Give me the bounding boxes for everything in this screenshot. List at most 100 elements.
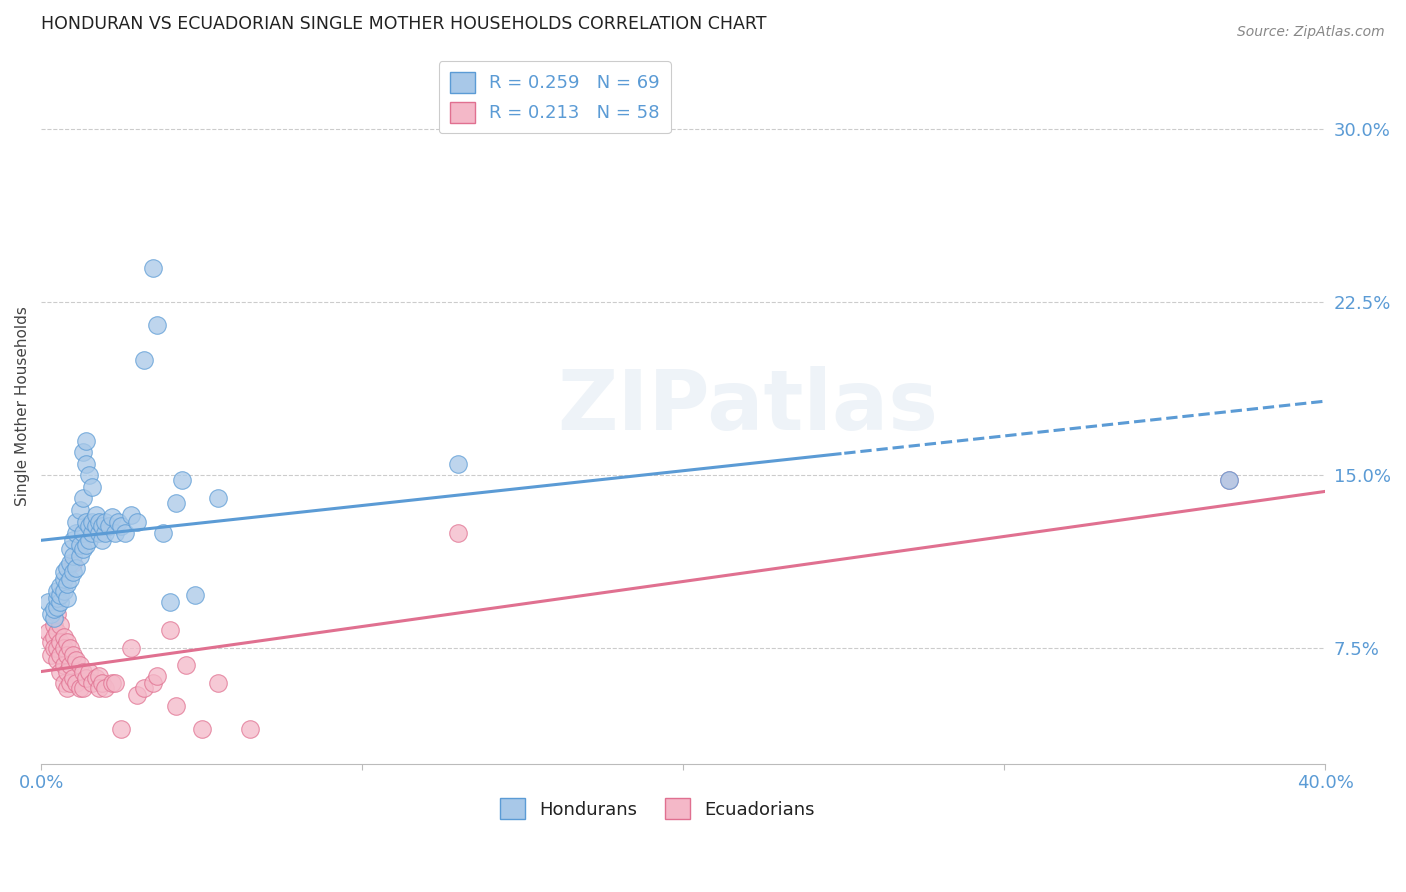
Point: [49, 648, 72, 663]
Point: [159, 623, 181, 637]
Point: [62, 566, 84, 580]
Point: [49, 665, 72, 679]
Point: [65, 560, 87, 574]
Point: [72, 491, 94, 506]
Point: [132, 681, 155, 695]
Point: [72, 681, 94, 695]
Point: [94, 515, 117, 529]
Point: [114, 526, 136, 541]
Point: [59, 676, 82, 690]
Point: [120, 508, 142, 522]
Point: [52, 676, 75, 690]
Text: ZIPatlas: ZIPatlas: [557, 366, 938, 447]
Point: [49, 579, 72, 593]
Point: [65, 515, 87, 529]
Point: [72, 526, 94, 541]
Point: [165, 699, 187, 714]
Point: [127, 515, 149, 529]
Point: [142, 676, 165, 690]
Point: [110, 519, 132, 533]
Point: [127, 688, 149, 702]
Point: [52, 641, 75, 656]
Point: [65, 653, 87, 667]
Point: [165, 496, 187, 510]
Point: [75, 672, 97, 686]
Point: [56, 648, 79, 663]
Point: [56, 560, 79, 574]
Point: [104, 676, 127, 690]
Point: [207, 491, 229, 506]
Point: [82, 676, 104, 690]
Point: [42, 602, 65, 616]
Point: [1218, 473, 1240, 487]
Point: [97, 519, 120, 533]
Point: [75, 538, 97, 552]
Point: [56, 681, 79, 695]
Point: [145, 669, 167, 683]
Point: [94, 526, 117, 541]
Point: [207, 676, 229, 690]
Point: [62, 549, 84, 563]
Point: [42, 641, 65, 656]
Point: [52, 572, 75, 586]
Point: [56, 665, 79, 679]
Point: [84, 508, 107, 522]
Point: [72, 665, 94, 679]
Point: [87, 515, 110, 529]
Point: [42, 618, 65, 632]
Point: [69, 549, 91, 563]
Point: [69, 657, 91, 672]
Point: [56, 634, 79, 648]
Point: [142, 260, 165, 275]
Point: [39, 634, 62, 648]
Point: [59, 572, 82, 586]
Point: [46, 583, 69, 598]
Text: HONDURAN VS ECUADORIAN SINGLE MOTHER HOUSEHOLDS CORRELATION CHART: HONDURAN VS ECUADORIAN SINGLE MOTHER HOU…: [41, 15, 766, 33]
Point: [49, 634, 72, 648]
Point: [77, 665, 100, 679]
Point: [46, 607, 69, 621]
Point: [110, 722, 132, 736]
Point: [56, 591, 79, 605]
Point: [62, 672, 84, 686]
Point: [190, 722, 212, 736]
Point: [62, 556, 84, 570]
Point: [75, 515, 97, 529]
Point: [87, 526, 110, 541]
Point: [69, 681, 91, 695]
Point: [59, 657, 82, 672]
Point: [72, 445, 94, 459]
Point: [100, 676, 122, 690]
Point: [49, 618, 72, 632]
Point: [59, 542, 82, 557]
Point: [46, 641, 69, 656]
Point: [145, 318, 167, 333]
Point: [65, 676, 87, 690]
Legend: Hondurans, Ecuadorians: Hondurans, Ecuadorians: [492, 791, 823, 826]
Point: [42, 611, 65, 625]
Point: [87, 669, 110, 683]
Point: [56, 577, 79, 591]
Point: [37, 595, 59, 609]
Point: [91, 533, 114, 547]
Text: Source: ZipAtlas.com: Source: ZipAtlas.com: [1237, 25, 1385, 39]
Point: [59, 556, 82, 570]
Point: [100, 509, 122, 524]
Point: [447, 457, 470, 471]
Point: [77, 468, 100, 483]
Point: [120, 641, 142, 656]
Point: [72, 542, 94, 557]
Point: [77, 533, 100, 547]
Point: [94, 681, 117, 695]
Point: [1218, 473, 1240, 487]
Point: [91, 519, 114, 533]
Point: [82, 515, 104, 529]
Point: [59, 641, 82, 656]
Point: [447, 526, 470, 541]
Point: [91, 676, 114, 690]
Point: [107, 515, 129, 529]
Point: [49, 595, 72, 609]
Point: [62, 648, 84, 663]
Point: [65, 526, 87, 541]
Point: [39, 648, 62, 663]
